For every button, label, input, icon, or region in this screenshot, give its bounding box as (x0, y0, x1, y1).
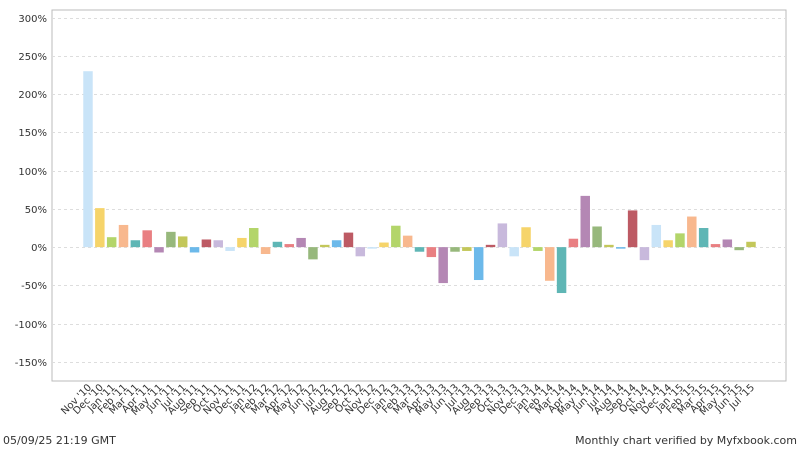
bar (379, 242, 389, 248)
y-tick-label: 200% (18, 90, 47, 101)
bar (722, 239, 733, 248)
y-tick-label: 100% (18, 167, 47, 178)
bar (367, 247, 377, 249)
bar (698, 228, 709, 248)
y-tick-label: 0% (31, 243, 47, 254)
bar (249, 228, 259, 248)
bar (260, 247, 271, 255)
bar (497, 223, 508, 248)
bar (473, 247, 484, 281)
bar (556, 247, 567, 294)
bar (639, 247, 650, 261)
bar (533, 247, 543, 251)
bar (462, 247, 472, 251)
y-tick-label: 150% (18, 128, 47, 139)
bar (272, 241, 283, 248)
bar (284, 244, 294, 248)
bar (734, 247, 744, 251)
bar (568, 238, 579, 248)
y-tick-label: 250% (18, 52, 47, 63)
bar (225, 247, 235, 251)
bar (687, 216, 697, 248)
bar (592, 226, 602, 248)
bar (521, 227, 531, 248)
bar (355, 247, 366, 257)
bar (627, 210, 638, 248)
chart-timestamp: 05/09/25 21:19 GMT (3, 434, 116, 447)
bar (391, 225, 401, 248)
bar (154, 247, 164, 253)
bar (118, 224, 129, 248)
bar (331, 240, 342, 248)
bar (237, 237, 247, 248)
bar (166, 231, 176, 248)
plot-area (51, 9, 787, 382)
y-tick-label: 50% (25, 205, 47, 216)
bar (177, 236, 188, 248)
bar (320, 244, 330, 248)
bar (201, 239, 212, 248)
bar (95, 208, 105, 248)
bar (343, 232, 354, 248)
bar (509, 247, 519, 257)
bar (545, 247, 555, 281)
bar (414, 247, 425, 252)
bar (213, 240, 223, 248)
y-tick-label: 300% (18, 14, 47, 25)
y-tick-label: -100% (15, 320, 47, 331)
y-tick-label: -150% (15, 358, 47, 369)
bar (438, 247, 448, 284)
bar (130, 240, 141, 248)
bar (485, 244, 496, 248)
bar (189, 247, 200, 253)
bar (746, 241, 756, 248)
bar (580, 195, 590, 248)
bar (663, 240, 673, 248)
bar (450, 247, 460, 252)
bar (651, 224, 662, 248)
bar (402, 235, 413, 248)
bar (426, 247, 437, 258)
bar (604, 244, 614, 248)
bar (106, 237, 117, 248)
bar (710, 244, 721, 248)
chart-credit: Monthly chart verified by Myfxbook.com (575, 434, 797, 447)
bar (83, 71, 93, 248)
bar (616, 247, 626, 249)
bar (308, 247, 318, 260)
bar (296, 237, 306, 248)
bar (142, 230, 152, 248)
bar (675, 233, 685, 248)
y-tick-label: -50% (21, 281, 47, 292)
